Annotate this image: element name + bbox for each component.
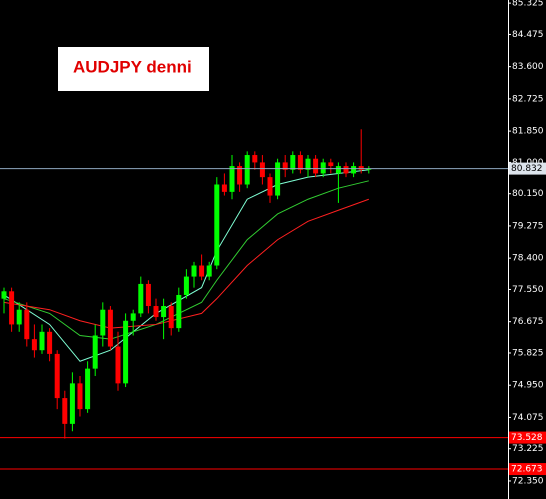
candle-body [358,166,364,170]
y-tick-label: 74.075 [512,413,544,423]
candle-body [54,353,60,399]
candle-body [77,383,83,410]
candle-body [168,306,174,329]
candle-body [282,162,288,170]
candle-body [305,158,311,170]
y-tick-label: 73.225 [512,444,544,454]
y-tick-label: 76.675 [512,317,544,327]
y-tick-label: 84.475 [512,30,544,40]
y-tick-label: 82.725 [512,94,544,104]
y-tick-label: 80.150 [512,189,544,199]
candle-body [9,291,15,325]
price-label: 72.673 [511,465,543,475]
y-tick-label: 75.825 [512,348,544,358]
candle-body [229,166,235,192]
candle-body [267,177,273,196]
candle-body [1,291,7,299]
candle-body [145,283,151,307]
y-tick-label: 83.600 [512,62,544,72]
y-tick-label: 74.950 [512,381,544,391]
candle-body [123,320,129,384]
price-label-box [509,463,546,476]
moving-average [3,198,369,329]
candle-body [85,368,91,410]
candle-body [31,339,37,351]
price-label: 80.832 [511,164,543,174]
candle-body [259,162,265,178]
chart-title: AUDJPY denni [73,57,192,76]
y-tick-label: 85.325 [512,0,544,9]
candle-body [275,162,281,196]
candle-body [244,155,250,185]
candle-body [191,265,197,277]
candle-body [297,155,303,170]
candle-body [290,155,296,170]
candle-body [206,265,212,277]
candle-body [221,184,227,192]
candle-body [130,313,136,321]
candle-body [107,309,113,347]
price-label-box [509,431,546,444]
candle-body [24,309,30,340]
candle-body [115,346,121,384]
y-tick-label: 81.850 [512,127,544,137]
candle-body [176,294,182,329]
candle-body [328,162,334,167]
candle-body [183,276,189,295]
candle-body [62,398,68,424]
candle-body [138,283,144,314]
candle-body [237,166,243,185]
moving-average [3,180,369,340]
candle-body [313,158,319,174]
candle-body [161,306,167,318]
candle-body [92,335,98,369]
candle-body [214,184,220,266]
candle-body [335,166,341,174]
candle-body [199,265,205,277]
price-label-box [509,162,546,175]
y-tick-label: 72.350 [512,476,544,486]
candle-body [16,309,22,325]
candle-body [366,168,372,170]
candle-body [351,166,357,174]
candle-body [69,383,75,424]
candle-body [343,166,349,174]
price-label: 73.528 [511,433,543,443]
candle-body [39,331,45,351]
candle-body [47,331,53,354]
candle-body [320,162,326,174]
candle-body [153,306,159,318]
title-box [58,47,209,91]
candle-body [252,155,258,163]
y-tick-label: 77.550 [512,285,544,295]
candle-body [100,309,106,336]
y-tick-label: 78.400 [512,254,544,264]
y-tick-label: 79.275 [512,221,544,231]
